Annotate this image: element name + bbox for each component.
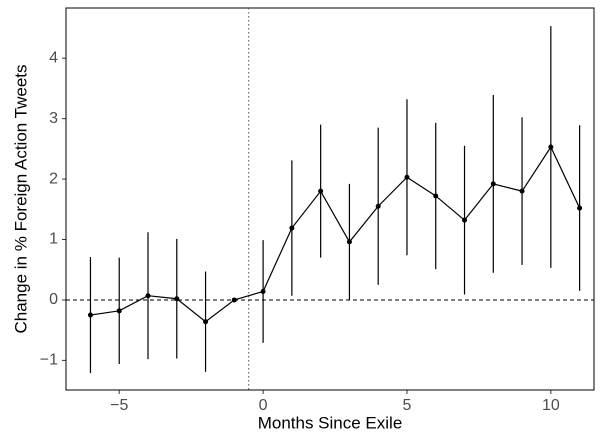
y-tick-label: 0 (49, 291, 58, 308)
point (433, 193, 439, 199)
point (462, 217, 468, 223)
x-tick-label: 0 (259, 397, 268, 414)
point (404, 174, 410, 180)
y-tick-label: 4 (49, 49, 58, 66)
y-tick-label: −1 (40, 352, 58, 369)
y-tick-label: 1 (49, 231, 58, 248)
y-axis-title: Change in % Foreign Action Tweets (11, 64, 30, 333)
x-tick-label: 10 (542, 397, 560, 414)
y-tick-label: 2 (49, 170, 58, 187)
point (289, 225, 295, 231)
point (577, 205, 583, 211)
point (490, 181, 496, 187)
series-line (90, 145, 581, 323)
point (346, 239, 352, 245)
point (375, 203, 381, 209)
point (231, 297, 237, 303)
point (260, 288, 266, 294)
point (548, 144, 554, 150)
point (87, 312, 93, 318)
point (116, 308, 122, 314)
x-tick-label: −5 (110, 397, 128, 414)
y-tick-label: 3 (49, 110, 58, 127)
point (203, 319, 209, 325)
point (318, 188, 324, 194)
x-tick-label: 5 (403, 397, 412, 414)
point (519, 188, 525, 194)
plot-frame (65, 7, 595, 391)
point (145, 293, 151, 299)
point (174, 296, 180, 302)
x-axis-title: Months Since Exile (258, 413, 403, 432)
